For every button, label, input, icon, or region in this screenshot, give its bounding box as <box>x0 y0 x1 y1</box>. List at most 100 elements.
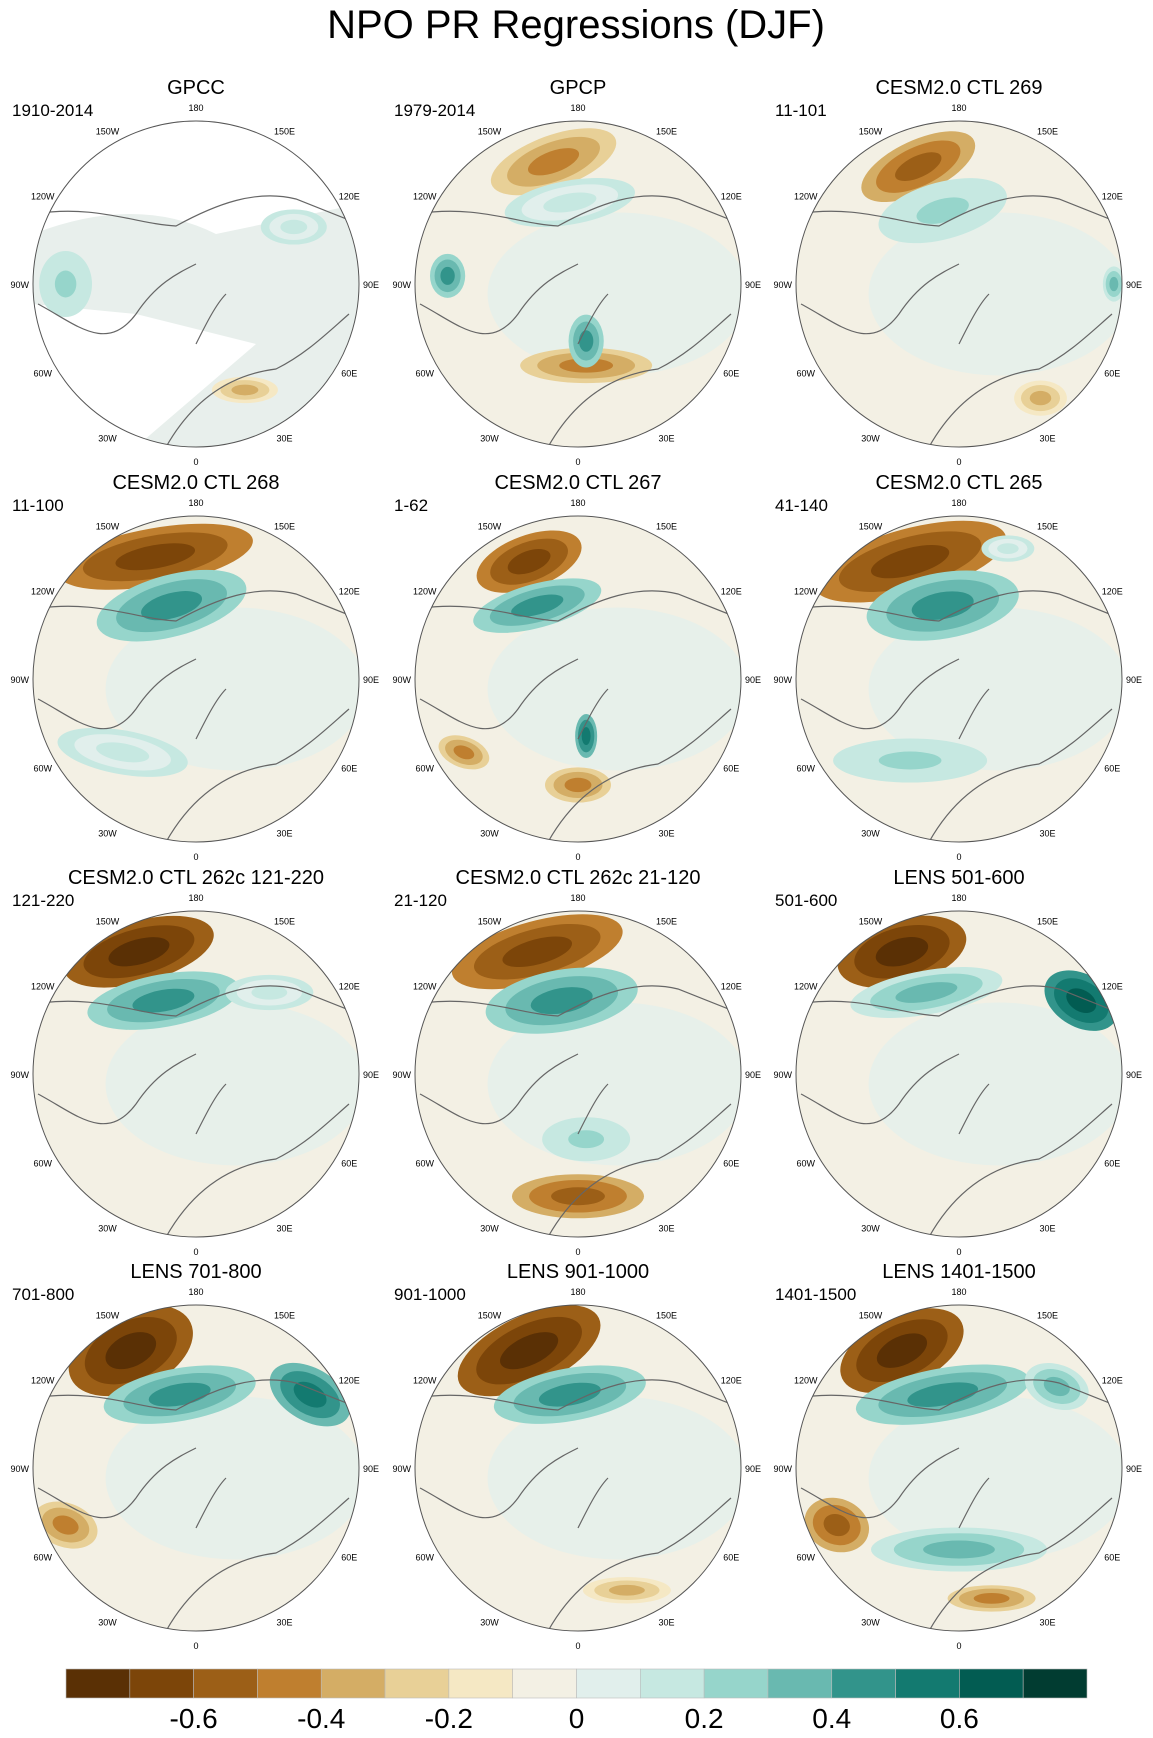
coastline <box>796 195 1122 447</box>
colorbar-box <box>767 1668 833 1699</box>
longitude-label: 90W <box>392 280 411 290</box>
colorbar-tick-label: 0.2 <box>685 1703 724 1734</box>
longitude-label: 60E <box>341 1159 357 1169</box>
longitude-label: 60W <box>796 369 815 379</box>
longitude-label: 120W <box>413 192 437 202</box>
longitude-label: 60E <box>341 369 357 379</box>
longitude-label: 120W <box>413 587 437 597</box>
colorbar-tick-label: -0.2 <box>425 1703 473 1734</box>
anomaly-core <box>907 1382 979 1407</box>
longitude-label: 30W <box>98 433 117 443</box>
longitude-label: 150W <box>859 917 883 927</box>
anomaly-core <box>876 1333 928 1368</box>
longitude-label: 30W <box>480 433 499 443</box>
longitude-label: 30W <box>98 1223 117 1233</box>
longitude-label: 90W <box>392 1070 411 1080</box>
longitude-label: 60E <box>1104 369 1120 379</box>
longitude-label: 30E <box>276 828 292 838</box>
colorbar-box <box>257 1668 322 1699</box>
longitude-label: 150E <box>274 917 295 927</box>
anomaly-core <box>115 543 196 571</box>
colorbar-box <box>448 1668 513 1699</box>
longitude-label: 90E <box>363 1070 379 1080</box>
colorbar-box <box>129 1668 194 1699</box>
longitude-label: 150E <box>1037 1311 1058 1321</box>
longitude-label: 120E <box>339 982 360 992</box>
longitude-label: 0 <box>575 1247 580 1257</box>
figure-title: NPO PR Regressions (DJF) <box>327 3 825 47</box>
colorbar-box <box>384 1668 450 1699</box>
longitude-label: 60E <box>723 369 739 379</box>
longitude-label: 30E <box>658 433 674 443</box>
colorbar-box <box>703 1668 769 1699</box>
longitude-label: 60W <box>415 764 434 774</box>
longitude-label: 180 <box>188 103 203 113</box>
longitude-label: 0 <box>956 1641 961 1651</box>
anomaly-core <box>251 985 288 1000</box>
anomaly-core <box>997 543 1019 554</box>
longitude-label: 150E <box>656 1311 677 1321</box>
longitude-label: 0 <box>575 457 580 467</box>
panel-title: CESM2.0 CTL 269 <box>875 77 1042 99</box>
longitude-label: 60W <box>796 1553 815 1563</box>
colorbar-box <box>193 1668 258 1699</box>
longitude-label: 90W <box>10 675 29 685</box>
anomaly-core <box>911 591 974 620</box>
anomaly-core <box>293 1381 327 1408</box>
map-border <box>32 120 360 448</box>
longitude-label: 150W <box>96 917 120 927</box>
longitude-label: 120W <box>794 192 818 202</box>
longitude-label: 30E <box>1039 1223 1055 1233</box>
anomaly-core <box>530 987 593 1015</box>
panel-title: CESM2.0 CTL 267 <box>494 472 661 494</box>
panel-period: 11-101 <box>775 101 827 120</box>
anomaly-field <box>868 212 1122 376</box>
longitude-label: 0 <box>956 1247 961 1257</box>
panels: GPCC 1910-2014 180 150E 120E 90E 60E 30E 0 30W 60W… <box>10 77 1142 1651</box>
longitude-label: 0 <box>193 852 198 862</box>
panel-title: LENS 501-600 <box>893 867 1024 889</box>
anomaly-field <box>868 1396 1122 1560</box>
longitude-label: 90E <box>1126 280 1142 290</box>
longitude-label: 150E <box>274 522 295 532</box>
longitude-label: 30W <box>480 1617 499 1627</box>
longitude-label: 90E <box>745 675 761 685</box>
anomaly-core <box>538 1382 601 1407</box>
longitude-label: 150W <box>859 127 883 137</box>
longitude-label: 180 <box>188 893 203 903</box>
colorbar-box <box>1022 1668 1088 1699</box>
longitude-label: 150E <box>656 917 677 927</box>
panel-title: LENS 701-800 <box>130 1261 261 1283</box>
map-panel: CESM2.0 CTL 269 11-101 180 150E 120E 90E 60E 30… <box>773 77 1142 467</box>
anomaly-core <box>870 544 950 579</box>
longitude-label: 30E <box>658 828 674 838</box>
longitude-label: 90E <box>745 280 761 290</box>
colorbar-tick-label: -0.4 <box>297 1703 345 1734</box>
longitude-label: 30W <box>480 1223 499 1233</box>
longitude-label: 180 <box>188 498 203 508</box>
longitude-label: 150E <box>274 1311 295 1321</box>
longitude-label: 120W <box>31 587 55 597</box>
map-border <box>32 1304 360 1632</box>
longitude-label: 150E <box>1037 127 1058 137</box>
anomaly-core <box>453 745 475 760</box>
map-border <box>795 515 1123 843</box>
longitude-label: 150E <box>1037 522 1058 532</box>
longitude-label: 180 <box>570 498 585 508</box>
panel-period: 121-220 <box>12 891 74 910</box>
map-panel: LENS 701-800 701-800 180 150E 120E 90E 60E 30E 0… <box>10 1261 379 1651</box>
anomaly-core <box>608 1584 645 1596</box>
longitude-label: 30W <box>861 1617 880 1627</box>
longitude-label: 180 <box>570 893 585 903</box>
longitude-label: 90E <box>1126 1070 1142 1080</box>
longitude-label: 0 <box>956 852 961 862</box>
longitude-label: 30E <box>1039 1617 1055 1627</box>
longitude-label: 150E <box>274 127 295 137</box>
longitude-label: 60W <box>796 764 815 774</box>
anomaly-core <box>507 548 551 575</box>
colorbar-box <box>512 1668 577 1699</box>
longitude-label: 60W <box>33 1159 52 1169</box>
longitude-label: 150W <box>96 522 120 532</box>
longitude-label: 60E <box>1104 1553 1120 1563</box>
coastline <box>796 590 1122 842</box>
